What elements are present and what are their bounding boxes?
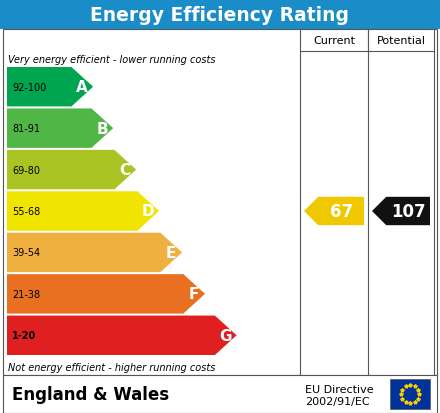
Text: Not energy efficient - higher running costs: Not energy efficient - higher running co… — [8, 362, 215, 372]
Text: 92-100: 92-100 — [12, 83, 46, 93]
Text: D: D — [142, 204, 154, 219]
Text: E: E — [166, 245, 176, 260]
Polygon shape — [7, 275, 205, 314]
Text: Very energy efficient - lower running costs: Very energy efficient - lower running co… — [8, 55, 216, 65]
Polygon shape — [7, 68, 93, 107]
Polygon shape — [372, 197, 430, 225]
Text: G: G — [220, 328, 232, 343]
Text: 55-68: 55-68 — [12, 206, 40, 216]
Bar — [300, 30, 368, 52]
Text: England & Wales: England & Wales — [12, 385, 169, 403]
Polygon shape — [7, 150, 136, 190]
Polygon shape — [7, 316, 237, 355]
Text: 1-20: 1-20 — [12, 330, 36, 340]
Text: 39-54: 39-54 — [12, 248, 40, 258]
Text: Current: Current — [313, 36, 355, 46]
Text: Potential: Potential — [377, 36, 425, 46]
Bar — [3, 30, 437, 375]
Text: 2002/91/EC: 2002/91/EC — [305, 396, 370, 406]
Text: 21-38: 21-38 — [12, 289, 40, 299]
Text: 107: 107 — [391, 202, 425, 221]
Bar — [3, 375, 437, 413]
Text: B: B — [96, 121, 108, 136]
Polygon shape — [7, 233, 182, 273]
Text: 67: 67 — [330, 202, 352, 221]
Bar — [368, 30, 434, 52]
Text: 69-80: 69-80 — [12, 165, 40, 175]
Text: C: C — [120, 163, 131, 178]
Text: F: F — [189, 287, 199, 301]
Text: A: A — [77, 80, 88, 95]
Polygon shape — [304, 197, 364, 225]
Bar — [0, 0, 440, 30]
Text: 81-91: 81-91 — [12, 124, 40, 134]
Polygon shape — [7, 109, 113, 149]
Text: Energy Efficiency Rating: Energy Efficiency Rating — [91, 5, 349, 24]
Polygon shape — [7, 192, 159, 231]
Text: EU Directive: EU Directive — [305, 385, 374, 394]
Bar — [390, 379, 430, 409]
